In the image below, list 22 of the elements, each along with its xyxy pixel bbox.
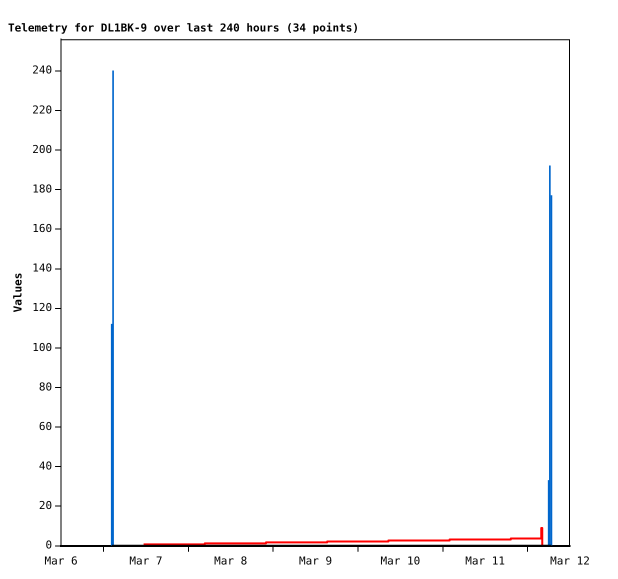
y-tick-label: 40: [38, 460, 52, 473]
y-axis-title: Values: [11, 272, 24, 312]
x-tick-label: Mar 7: [129, 554, 162, 568]
y-tick-label: 100: [32, 340, 52, 354]
x-tick-label: Mar 10: [380, 554, 420, 568]
y-tick-label: 0: [45, 538, 52, 552]
y-tick-label: 120: [32, 301, 52, 314]
y-tick-label: 140: [32, 262, 52, 275]
y-tick-label: 240: [32, 64, 52, 77]
y-tick-label: 180: [32, 182, 52, 196]
x-tick-label: Mar 8: [214, 554, 248, 568]
y-tick-label: 20: [38, 499, 52, 512]
y-tick-label: 200: [32, 142, 52, 156]
x-tick-label: Mar 6: [44, 554, 78, 568]
x-tick-label: Mar 11: [465, 554, 506, 568]
y-tick-label: 220: [32, 103, 52, 116]
x-tick-label: Mar 12: [550, 554, 590, 568]
y-tick-label: 80: [38, 380, 52, 394]
y-tick-label: 60: [38, 420, 52, 433]
chart-title: Telemetry for DL1BK-9 over last 240 hours (34 points): [8, 21, 359, 34]
y-tick-label: 160: [32, 222, 52, 236]
x-tick-label: Mar 9: [298, 554, 332, 568]
